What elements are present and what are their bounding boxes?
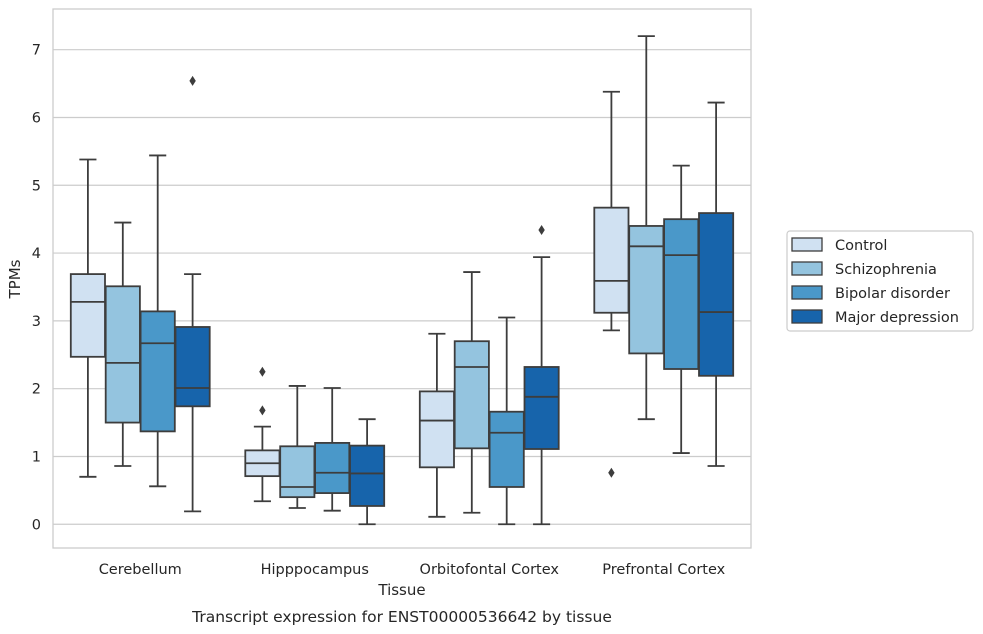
x-tick-label: Hipppocampus bbox=[261, 562, 369, 578]
legend-label: Major depression bbox=[835, 310, 959, 326]
outlier-point bbox=[259, 405, 266, 416]
box-control bbox=[244, 366, 281, 503]
boxes bbox=[69, 35, 735, 526]
x-tick-label: Prefrontal Cortex bbox=[602, 562, 725, 578]
box-bipolar-disorder bbox=[663, 164, 700, 454]
box-body bbox=[523, 366, 560, 450]
box-body bbox=[279, 445, 316, 499]
box-bipolar-disorder bbox=[488, 316, 525, 526]
y-tick-label: 3 bbox=[32, 314, 41, 330]
box-body bbox=[69, 273, 106, 358]
box-body bbox=[349, 444, 386, 507]
box-body bbox=[663, 218, 700, 370]
legend-frame bbox=[786, 230, 974, 332]
box-bipolar-disorder bbox=[139, 154, 176, 488]
box-major-depression bbox=[698, 101, 735, 467]
outlier-point bbox=[538, 225, 545, 236]
y-tick-label: 0 bbox=[32, 517, 41, 533]
plot-frame bbox=[52, 8, 752, 549]
x-tick-label: Cerebellum bbox=[99, 562, 182, 578]
outlier-point bbox=[189, 75, 196, 86]
y-tick-label: 4 bbox=[32, 246, 41, 262]
box-major-depression bbox=[523, 225, 560, 526]
box-control bbox=[593, 90, 630, 478]
legend-swatch bbox=[791, 237, 823, 252]
x-axis-label: Tissue bbox=[377, 581, 425, 599]
y-tick-label: 6 bbox=[32, 110, 41, 126]
y-tick-label: 7 bbox=[32, 43, 41, 59]
box-body bbox=[139, 310, 176, 433]
box-body bbox=[314, 442, 351, 494]
box-schizophrenia bbox=[104, 221, 141, 467]
box-schizophrenia bbox=[453, 271, 490, 514]
legend: Control Schizophrenia Bipolar disorder Majo… bbox=[786, 230, 974, 332]
box-major-depression bbox=[349, 418, 386, 526]
legend-swatch bbox=[791, 309, 823, 324]
legend-label: Control bbox=[835, 238, 887, 254]
box-schizophrenia bbox=[628, 35, 665, 421]
x-tick-label: Orbitofontal Cortex bbox=[420, 562, 560, 578]
box-body bbox=[104, 285, 141, 424]
box-body bbox=[174, 326, 211, 408]
y-tick-labels: 0 1 2 3 4 5 6 7 bbox=[32, 43, 41, 534]
box-schizophrenia bbox=[279, 385, 316, 509]
box-bipolar-disorder bbox=[314, 387, 351, 512]
legend-swatch bbox=[791, 285, 823, 300]
outlier-point bbox=[259, 366, 266, 377]
box-control bbox=[418, 332, 455, 518]
box-major-depression bbox=[174, 75, 211, 513]
y-tick-label: 1 bbox=[32, 449, 41, 465]
box-body bbox=[453, 340, 490, 450]
legend-swatch bbox=[791, 261, 823, 276]
outlier-point bbox=[608, 467, 615, 478]
box-body bbox=[593, 206, 630, 314]
legend-label: Schizophrenia bbox=[835, 262, 937, 278]
box-body bbox=[418, 390, 455, 469]
y-tick-label: 5 bbox=[32, 178, 41, 194]
chart-caption: Transcript expression for ENST0000053664… bbox=[191, 608, 612, 626]
box-body bbox=[628, 225, 665, 355]
x-tick-labels: Cerebellum Hipppocampus Orbitofontal Corte… bbox=[99, 562, 726, 578]
box-body bbox=[488, 410, 525, 488]
box-control bbox=[69, 158, 106, 478]
box-body bbox=[698, 212, 735, 377]
legend-label: Bipolar disorder bbox=[835, 286, 950, 302]
y-tick-label: 2 bbox=[32, 382, 41, 398]
y-axis-label: TPMs bbox=[6, 259, 24, 299]
